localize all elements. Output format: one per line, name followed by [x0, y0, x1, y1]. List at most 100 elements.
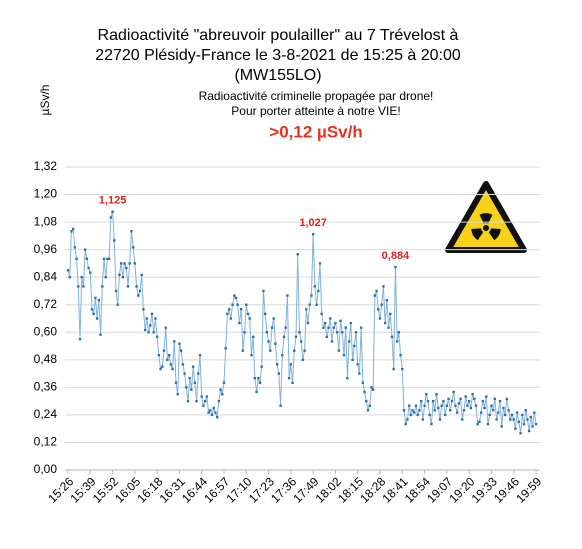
data-point [135, 285, 138, 288]
data-point [277, 372, 281, 375]
data-point [481, 399, 485, 403]
data-point [116, 303, 119, 306]
data-point [263, 312, 267, 316]
data-point [82, 285, 85, 288]
data-point [104, 275, 107, 279]
data-point [401, 367, 404, 371]
data-point [305, 308, 308, 311]
data-point [363, 390, 366, 394]
data-point [449, 409, 452, 412]
data-point [471, 393, 474, 396]
data-point [306, 321, 310, 325]
data-point [356, 363, 359, 366]
data-point [217, 399, 221, 403]
data-point [80, 275, 83, 279]
y-tick-label: 0,36 [34, 380, 58, 394]
data-point [66, 269, 70, 272]
data-point [438, 418, 442, 421]
data-point [179, 349, 183, 352]
data-point [193, 381, 197, 384]
data-point [190, 388, 193, 391]
data-point [495, 418, 498, 421]
data-point [166, 358, 169, 362]
data-point [282, 335, 286, 339]
y-tick-label: 0,48 [34, 352, 58, 366]
data-point [517, 420, 521, 423]
data-point [270, 326, 274, 329]
data-point [365, 399, 368, 403]
data-point [467, 399, 471, 403]
data-point [478, 420, 481, 423]
data-point [279, 404, 282, 407]
data-point [488, 413, 491, 417]
data-point [78, 337, 82, 341]
data-point [111, 210, 114, 213]
data-point [366, 409, 370, 412]
data-point [351, 358, 354, 362]
data-point [119, 262, 123, 265]
data-point [173, 340, 176, 343]
data-point [503, 413, 507, 417]
data-point [512, 418, 515, 421]
peak-label: 1,125 [99, 195, 127, 207]
y-tick-label: 0,72 [34, 297, 58, 311]
data-point [452, 390, 455, 394]
data-point [430, 422, 433, 426]
data-point [267, 340, 270, 343]
data-point [421, 418, 425, 421]
data-point [526, 418, 529, 421]
data-point [454, 404, 457, 407]
data-point [359, 326, 363, 329]
y-tick-label: 0,60 [34, 324, 58, 338]
data-point [392, 367, 395, 371]
data-point [94, 296, 97, 300]
data-point [161, 365, 164, 368]
data-point [370, 386, 373, 389]
data-point [181, 363, 185, 366]
peak-label: 0,884 [382, 250, 410, 262]
data-point [301, 358, 305, 362]
data-point [443, 413, 447, 417]
data-point [260, 365, 263, 368]
data-point [154, 317, 157, 320]
data-point [411, 409, 414, 412]
annotation: Radioactivité criminelle propagée par dr… [199, 89, 434, 103]
data-point [262, 289, 265, 293]
data-point [274, 342, 277, 345]
data-point [459, 397, 462, 401]
data-point [102, 257, 106, 261]
data-point [226, 312, 229, 316]
data-point [87, 266, 90, 270]
data-point [317, 289, 320, 293]
data-point [178, 342, 181, 345]
data-point [330, 340, 334, 343]
data-point [198, 354, 202, 357]
data-point [294, 335, 298, 339]
data-point [155, 335, 159, 339]
data-point [425, 393, 428, 396]
data-point [174, 381, 178, 384]
data-point [281, 354, 284, 357]
data-point [299, 340, 303, 343]
data-point [346, 376, 349, 380]
y-tick-label: 1,20 [34, 187, 58, 201]
data-point [99, 333, 102, 336]
data-point [89, 271, 92, 274]
data-point [202, 404, 205, 407]
data-point [385, 298, 389, 302]
data-point [164, 326, 167, 329]
data-point [486, 422, 490, 426]
data-point [344, 326, 347, 329]
data-point [433, 409, 437, 412]
data-point [289, 363, 293, 366]
data-point [109, 216, 113, 219]
data-point [95, 317, 99, 320]
data-point [509, 418, 512, 421]
data-point [125, 266, 128, 270]
data-point [464, 395, 467, 398]
data-point [203, 399, 207, 403]
data-point [200, 395, 203, 398]
data-point [287, 376, 291, 380]
data-point [118, 273, 121, 277]
data-point [149, 324, 152, 327]
